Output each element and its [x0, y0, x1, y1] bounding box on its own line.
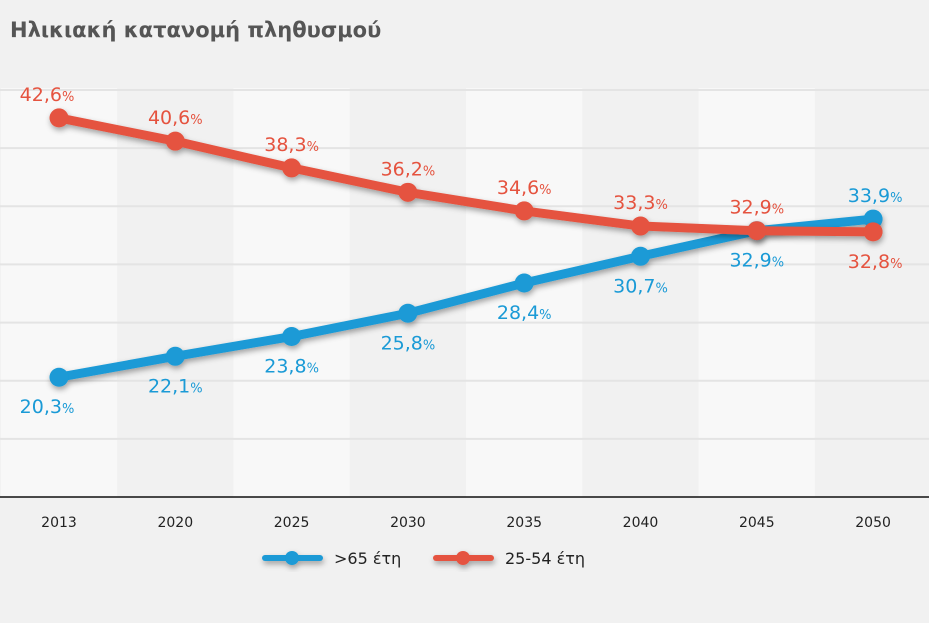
data-label: 25,8%	[381, 332, 436, 354]
legend-item: 25-54 έτη	[433, 549, 585, 568]
data-label: 33,3%	[613, 192, 668, 214]
data-point	[282, 158, 302, 178]
x-tick-label: 2045	[739, 515, 775, 531]
x-tick-label: 2013	[41, 515, 77, 531]
data-point	[631, 246, 650, 266]
column-band	[814, 88, 929, 497]
data-point	[398, 182, 418, 202]
x-tick-label: 2040	[623, 515, 659, 531]
data-point	[514, 273, 534, 293]
data-label: 33,9%	[848, 185, 903, 207]
data-point	[398, 303, 418, 323]
x-tick-label: 2035	[506, 515, 542, 531]
legend-label: >65 έτη	[334, 549, 401, 568]
data-label: 32,8%	[848, 251, 903, 273]
data-label: 20,3%	[20, 396, 75, 418]
data-point	[863, 222, 883, 242]
data-label: 30,7%	[613, 275, 668, 297]
data-point	[282, 327, 302, 347]
column-band	[582, 88, 699, 497]
column-band	[0, 88, 118, 497]
data-point	[747, 221, 767, 241]
x-tick-label: 2050	[855, 515, 891, 531]
series-line	[58, 214, 874, 382]
legend-marker	[262, 551, 323, 565]
column-band	[349, 88, 467, 497]
data-point	[165, 131, 185, 151]
data-label: 36,2%	[381, 158, 436, 180]
data-label: 40,6%	[148, 107, 203, 129]
data-label: 23,8%	[264, 356, 319, 378]
data-point	[49, 108, 69, 128]
legend-dot	[285, 551, 299, 565]
data-point	[514, 201, 534, 221]
x-tick-label: 2020	[157, 515, 193, 531]
data-label: 42,6%	[20, 84, 75, 106]
column-band	[698, 88, 815, 497]
legend-item: >65 έτη	[262, 549, 401, 568]
chart-title: Ηλικιακή κατανομή πληθυσμού	[10, 18, 382, 42]
data-label: 34,6%	[497, 177, 552, 199]
series-0	[49, 209, 883, 387]
data-label: 32,9%	[729, 250, 784, 272]
data-label: 38,3%	[264, 134, 319, 156]
data-label: 32,9%	[729, 197, 784, 219]
data-point	[49, 367, 69, 387]
legend-label: 25-54 έτη	[505, 549, 585, 568]
legend-marker	[433, 551, 494, 565]
data-label: 28,4%	[497, 302, 552, 324]
column-band	[117, 88, 234, 497]
data-point	[631, 216, 650, 236]
legend-dot	[456, 551, 470, 565]
data-label: 22,1%	[148, 375, 203, 397]
x-tick-label: 2030	[390, 515, 426, 531]
data-point	[165, 346, 185, 366]
series-line	[58, 113, 874, 237]
x-tick-label: 2025	[274, 515, 310, 531]
series-1	[49, 108, 883, 242]
